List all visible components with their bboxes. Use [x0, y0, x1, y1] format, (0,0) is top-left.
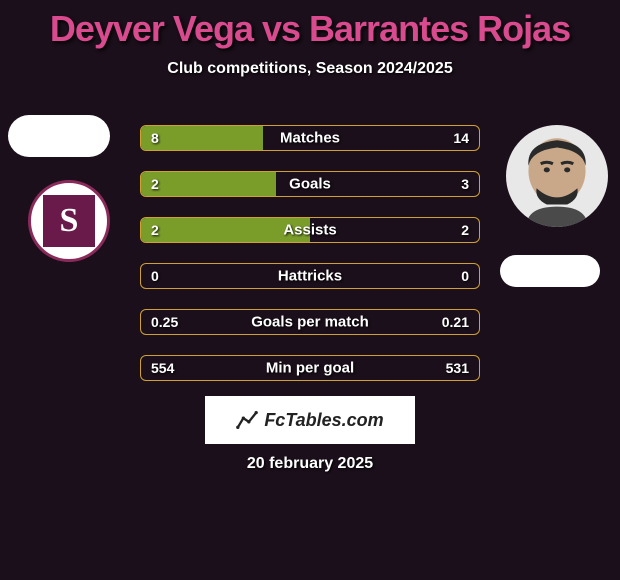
- club-logo-left: S: [28, 180, 110, 262]
- stat-value-right: 0.21: [442, 314, 469, 330]
- stat-value-right: 0: [461, 268, 469, 284]
- stat-row: 2 Goals 3: [140, 171, 480, 197]
- stat-row: 554 Min per goal 531: [140, 355, 480, 381]
- stat-value-left: 0.25: [151, 314, 178, 330]
- stat-value-right: 2: [461, 222, 469, 238]
- player-left-avatar: [8, 115, 110, 157]
- chart-line-icon: [236, 409, 258, 431]
- stats-bars: 8 Matches 14 2 Goals 3 2 Assists 2 0 Hat…: [140, 125, 480, 401]
- season-subtitle: Club competitions, Season 2024/2025: [0, 60, 620, 78]
- stat-label: Goals per match: [251, 314, 369, 331]
- player-right-face-icon: [506, 125, 608, 227]
- stat-value-left: 2: [151, 176, 159, 192]
- snapshot-date: 20 february 2025: [247, 455, 373, 473]
- player-right-avatar: [506, 125, 608, 227]
- stat-value-right: 3: [461, 176, 469, 192]
- stat-bar-fill: [141, 172, 276, 196]
- stat-label: Assists: [283, 222, 336, 239]
- stat-bar-fill: [141, 126, 263, 150]
- stat-row: 2 Assists 2: [140, 217, 480, 243]
- page-title: Deyver Vega vs Barrantes Rojas: [0, 0, 620, 50]
- stat-label: Min per goal: [266, 360, 354, 377]
- club-logo-left-letter: S: [43, 195, 95, 247]
- stat-row: 0 Hattricks 0: [140, 263, 480, 289]
- fctables-text: FcTables.com: [264, 410, 383, 431]
- club-logo-right: [500, 255, 600, 287]
- stat-value-left: 8: [151, 130, 159, 146]
- stat-row: 8 Matches 14: [140, 125, 480, 151]
- stat-value-left: 0: [151, 268, 159, 284]
- stat-row: 0.25 Goals per match 0.21: [140, 309, 480, 335]
- stat-value-left: 554: [151, 360, 174, 376]
- stat-value-left: 2: [151, 222, 159, 238]
- stat-label: Goals: [289, 176, 331, 193]
- stat-label: Matches: [280, 130, 340, 147]
- stat-label: Hattricks: [278, 268, 342, 285]
- fctables-logo: FcTables.com: [205, 396, 415, 444]
- stat-value-right: 531: [446, 360, 469, 376]
- stat-value-right: 14: [453, 130, 469, 146]
